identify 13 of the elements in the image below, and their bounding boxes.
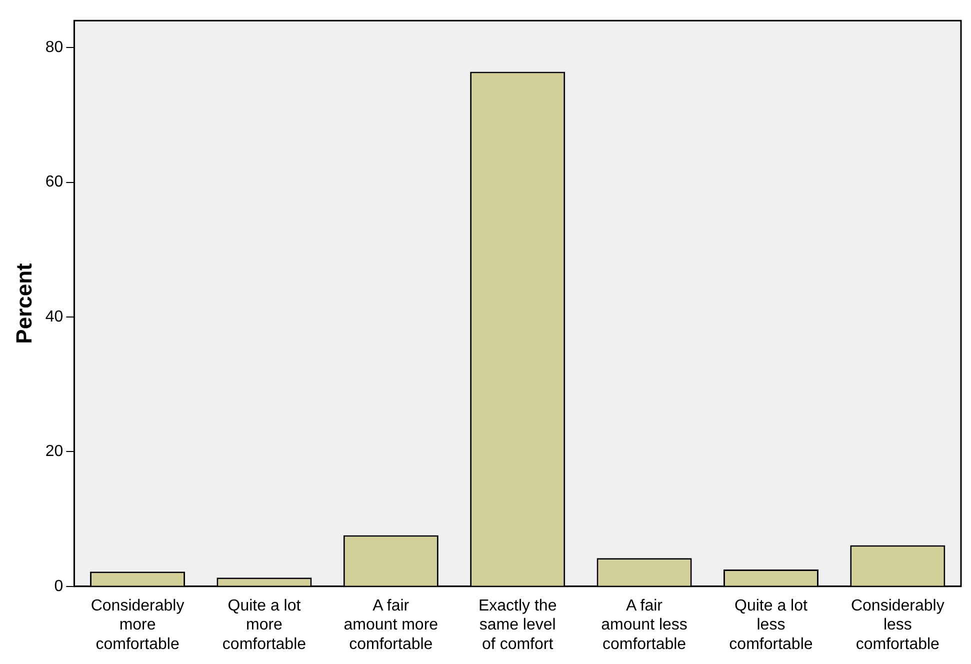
y-tick-label: 60	[45, 174, 64, 191]
x-tick-label: Quite a lot more comfortable	[222, 597, 306, 653]
x-tick-label: Considerably more comfortable	[90, 597, 184, 653]
x-tick-label: A fair amount less comfortable	[601, 597, 688, 653]
y-tick-label: 40	[45, 308, 64, 326]
y-axis-title: Percent	[11, 262, 36, 344]
x-tick-label: Considerably less comfortable	[850, 597, 944, 653]
y-tick-label: 20	[45, 443, 64, 460]
x-tick-label: Exactly the same level of comfort	[478, 597, 557, 653]
y-tick-label: 80	[45, 38, 64, 56]
x-tick-label: A fair amount more comfortable	[344, 597, 438, 653]
y-tick-label: 0	[54, 578, 64, 595]
x-tick-label: Quite a lot less comfortable	[729, 597, 813, 653]
